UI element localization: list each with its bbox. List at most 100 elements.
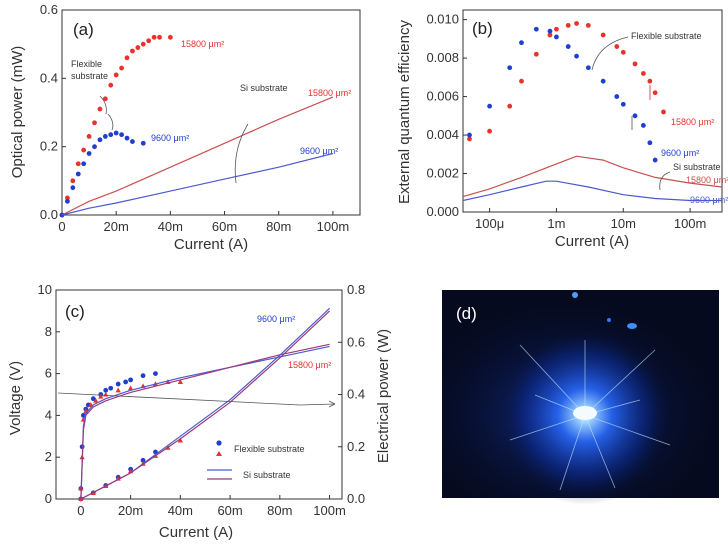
y-tick-label: 0.006 [426, 89, 459, 104]
panel-a-ylabel: Optical power (mW) [9, 46, 26, 179]
panel-a-label: (a) [73, 20, 94, 39]
annot-b-flex-9600: 9600 μm² [661, 148, 699, 158]
data-point [157, 34, 162, 40]
data-point [467, 136, 472, 142]
data-point [102, 96, 108, 102]
data-point [128, 385, 134, 391]
annot-a-flex-9600: 9600 μm² [151, 133, 189, 143]
y2-tick-label: 0.6 [347, 334, 365, 349]
data-point [620, 101, 626, 107]
series-line [80, 343, 330, 500]
x-tick-label: 100m [674, 216, 707, 231]
y-tick-label: 10 [38, 282, 52, 297]
x-tick-label: 100m [317, 219, 350, 234]
data-point [92, 120, 97, 126]
data-point [574, 53, 579, 59]
annot-a-flexible-arrow [99, 95, 107, 115]
data-point [614, 44, 620, 49]
data-point [135, 45, 141, 50]
data-point [108, 132, 114, 138]
data-point [108, 385, 114, 391]
y-tick-label: 0.002 [426, 166, 459, 181]
panel-c-label: (c) [65, 302, 85, 321]
data-point [124, 135, 130, 141]
panel-c-chart: 0 20m 40m 60m 80m 100m02468100.00.20.40.60.8 … [7, 282, 392, 541]
y-tick-label: 0.010 [426, 12, 459, 27]
y-tick-label: 0.2 [40, 139, 58, 154]
data-point [574, 21, 579, 26]
y-tick-label: 0.000 [426, 204, 459, 219]
y-tick-label: 8 [45, 324, 52, 339]
photo-reflection-1 [572, 292, 578, 298]
y-tick-label: 2 [45, 449, 52, 464]
data-point [519, 78, 524, 84]
data-point [123, 379, 129, 385]
data-point [600, 32, 606, 38]
data-point [167, 34, 173, 40]
data-point [70, 185, 76, 191]
panel-c-xlabel: Current (A) [159, 524, 233, 541]
data-point [102, 134, 108, 139]
data-point [652, 90, 658, 96]
y2-tick-label: 0.0 [347, 491, 365, 506]
data-point [65, 195, 70, 201]
y2-tick-label: 0.4 [347, 387, 365, 402]
data-point [130, 48, 135, 54]
data-point [632, 113, 638, 119]
data-point [177, 437, 183, 443]
legend-flex-marker-red [216, 451, 222, 456]
x-tick-label: 10m [611, 216, 636, 231]
data-point [75, 171, 81, 177]
panel-c-ylabel: Voltage (V) [7, 361, 24, 435]
legend-flexible: Flexible substrate [234, 444, 305, 454]
data-point [86, 134, 92, 139]
x-tick-label: 80m [266, 219, 291, 234]
legend-si: Si substrate [243, 470, 291, 480]
data-point [554, 34, 559, 40]
y-tick-label: 0.004 [426, 127, 459, 142]
data-point [124, 55, 130, 61]
data-point [647, 140, 653, 146]
data-point [533, 26, 539, 32]
data-point [177, 379, 183, 384]
y-tick-label: 0.4 [40, 70, 58, 85]
panel-c-legend: Flexible substrate Si substrate [207, 440, 305, 480]
panel-d-photo: (d) [442, 290, 719, 505]
x-tick-label: 40m [168, 503, 193, 518]
y2-tick-label: 0.2 [347, 439, 365, 454]
data-point [92, 144, 97, 150]
data-point [565, 22, 571, 28]
panel-b-ylabel: External quantum efficiency [396, 20, 413, 204]
data-point [547, 32, 553, 38]
data-point [75, 161, 81, 167]
annot-a-si-arrow [234, 123, 249, 184]
panel-b-label: (b) [472, 19, 493, 38]
annot-c-15800: 15800 μm² [288, 360, 331, 370]
data-point [97, 137, 103, 143]
photo-reflection-2 [627, 323, 637, 329]
data-point [487, 128, 492, 134]
data-point [547, 28, 553, 34]
data-point [119, 132, 124, 138]
y-tick-label: 0.008 [426, 50, 459, 65]
data-point [507, 65, 513, 71]
annot-a-si-15800: 15800 μm² [308, 88, 351, 98]
annot-b-flexible-arrow [591, 36, 629, 71]
panel-a-xlabel: Current (A) [174, 236, 248, 253]
panel-c-ylabel-right: Electrical power (W) [375, 329, 392, 463]
data-point [115, 387, 121, 393]
x-tick-label: 100μ [475, 216, 504, 231]
data-point [97, 106, 103, 112]
data-point [640, 123, 646, 128]
x-tick-label: 20m [118, 503, 143, 518]
data-point [600, 78, 606, 84]
series-line [80, 307, 331, 500]
annot-a-si: Si substrate [240, 83, 288, 93]
data-point [533, 51, 539, 57]
annot-a-flexible-line2: substrate [71, 71, 108, 81]
data-point [146, 38, 152, 44]
data-point [554, 26, 559, 32]
data-point [620, 49, 626, 55]
data-point [113, 72, 119, 78]
data-point [140, 140, 146, 146]
